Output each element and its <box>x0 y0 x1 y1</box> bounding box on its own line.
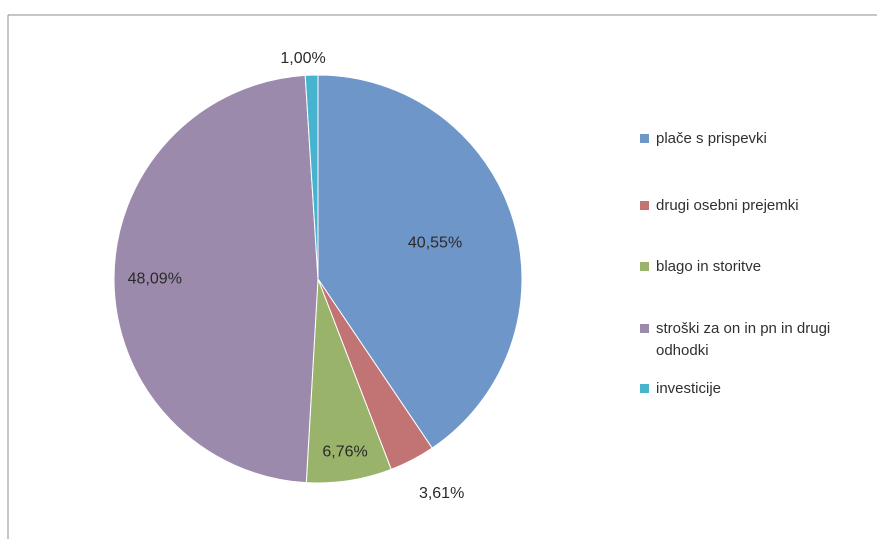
legend-label: stroški za on in pn in drugi odhodki <box>656 320 831 359</box>
legend-swatch <box>640 262 649 271</box>
pie-slices <box>113 74 523 484</box>
data-label-0: 40,55% <box>408 234 462 251</box>
data-label-3: 48,09% <box>128 271 182 288</box>
legend-label: plače s prispevki <box>656 130 767 147</box>
data-label-2: 6,76% <box>322 444 367 461</box>
legend-label: drugi osebni prejemki <box>656 197 799 214</box>
legend-swatch <box>640 201 649 210</box>
legend-item-place-s-prispevki: plače s prispevki <box>640 128 866 150</box>
legend-item-drugi-osebni-prejemki: drugi osebni prejemki <box>640 195 866 217</box>
pie-slice-0 <box>317 74 523 449</box>
pie-data-labels: 40,55% 3,61% 6,76% 48,09% 1,00% <box>128 50 465 502</box>
legend-swatch <box>640 134 649 143</box>
pie-slice-3 <box>113 74 319 484</box>
legend-swatch <box>640 324 649 333</box>
legend-item-investicije: investicije <box>640 378 866 400</box>
legend-item-blago-in-storitve: blago in storitve <box>640 256 866 278</box>
legend-item-stroski-za-on-in-pn: stroški za on in pn in drugi odhodki <box>640 318 866 362</box>
legend-swatch <box>640 384 649 393</box>
legend-label: investicije <box>656 380 722 397</box>
data-label-4: 1,00% <box>280 50 325 67</box>
legend-label: blago in storitve <box>656 258 762 275</box>
data-label-1: 3,61% <box>419 485 464 502</box>
pie-slice-4 <box>304 74 319 280</box>
